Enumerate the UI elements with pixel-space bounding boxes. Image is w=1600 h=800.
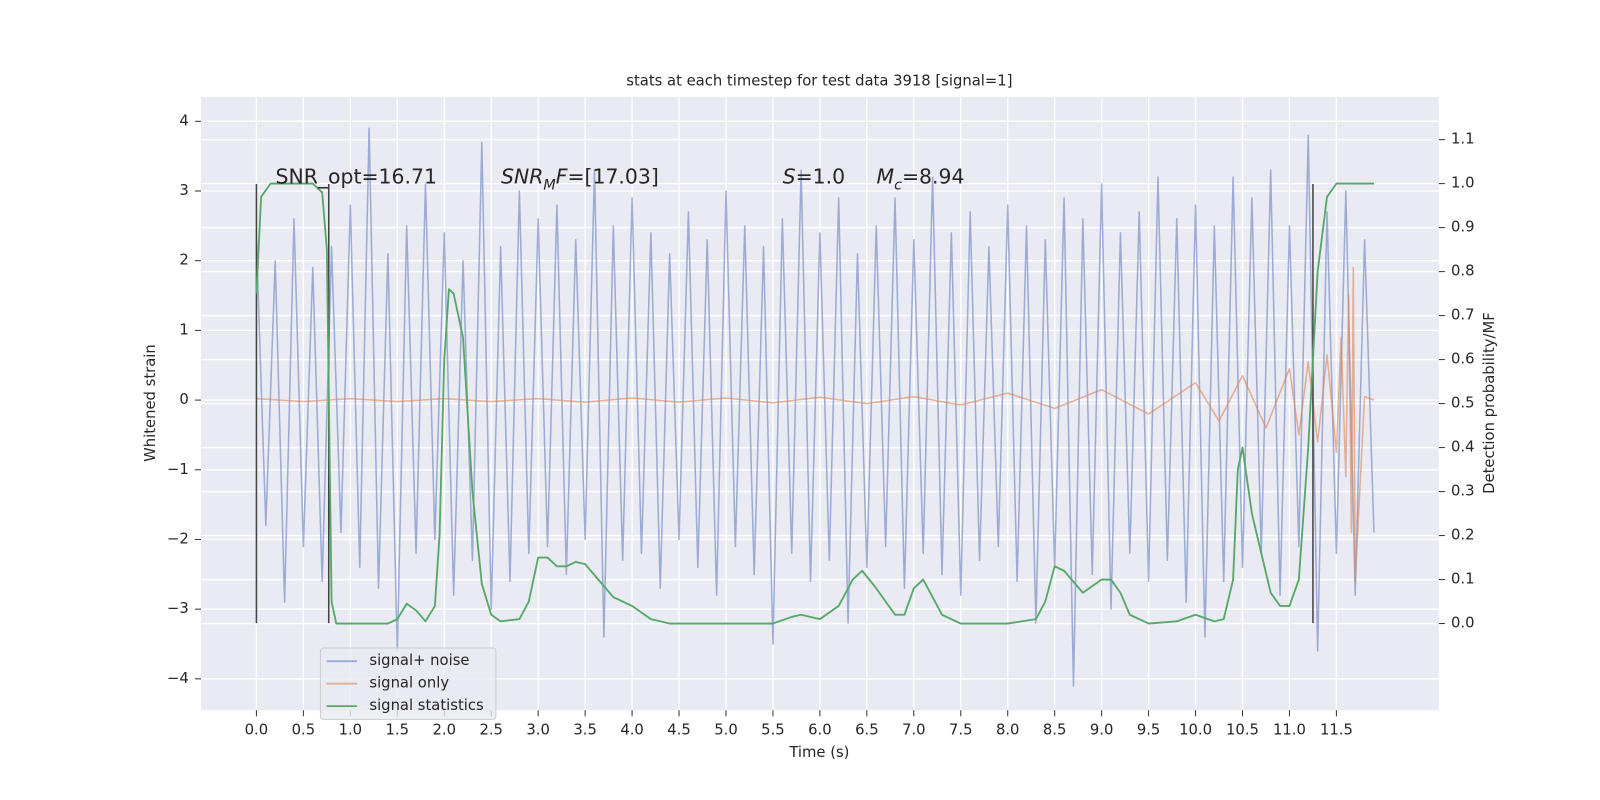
y2-tick-label: 0.5 <box>1451 395 1475 412</box>
y-tick-label: −4 <box>167 670 189 687</box>
y2-tick-label: 0.7 <box>1451 307 1475 324</box>
x-tick-label: 10.5 <box>1226 722 1259 739</box>
x-tick-label: 11.5 <box>1320 722 1353 739</box>
x-tick-label: 7.5 <box>949 722 973 739</box>
y-tick-label: 3 <box>179 182 188 199</box>
x-tick-label: 4.0 <box>620 722 644 739</box>
x-tick-label: 2.5 <box>479 722 503 739</box>
annotation-part: =1.0 <box>796 165 846 189</box>
x-tick-label: 6.5 <box>855 722 879 739</box>
legend-label: signal+ noise <box>369 652 469 669</box>
y2-axis-label: Detection probability/MF <box>1481 312 1498 494</box>
annotation: S=1.0 <box>783 165 845 189</box>
annotation-part: SNR_opt=16.71 <box>276 165 437 190</box>
legend-label: signal only <box>369 675 449 692</box>
y-tick-label: −1 <box>167 461 189 478</box>
annotation: Mc=8.94 <box>877 165 965 194</box>
y2-tick-label: 0.1 <box>1451 571 1475 588</box>
annotation-part: S <box>783 165 796 189</box>
x-axis-label: Time (s) <box>788 744 849 761</box>
y-axis-label: Whitened strain <box>142 344 159 462</box>
y-tick-label: 4 <box>179 112 188 129</box>
annotation: SNR_opt=16.71 <box>276 165 437 190</box>
x-tick-label: 1.5 <box>386 722 410 739</box>
y2-tick-label: 0.2 <box>1451 527 1475 544</box>
y-tick-label: 2 <box>179 252 188 269</box>
y2-tick-label: 1.0 <box>1451 175 1475 192</box>
annotation-part: M <box>877 165 895 189</box>
x-tick-label: 8.0 <box>996 722 1020 739</box>
y-tick-label: 1 <box>179 321 188 338</box>
y2-tick-label: 0.8 <box>1451 263 1475 280</box>
annotation-part: F <box>556 165 568 189</box>
y2-tick-label: 0.4 <box>1451 439 1475 456</box>
y-tick-label: −2 <box>167 530 189 547</box>
x-tick-label: 0.0 <box>245 722 269 739</box>
y2-tick-label: 1.1 <box>1451 131 1475 148</box>
annotation-part: =8.94 <box>902 165 965 189</box>
series-line <box>255 182 1374 625</box>
x-tick-label: 5.0 <box>714 722 738 739</box>
y-tick-label: −3 <box>167 600 189 617</box>
y2-tick-label: 0.6 <box>1451 351 1475 368</box>
x-tick-label: 7.0 <box>902 722 926 739</box>
series-line <box>255 127 1375 687</box>
x-tick-label: 10.0 <box>1179 722 1212 739</box>
x-tick-label: 11.0 <box>1273 722 1306 739</box>
x-tick-label: 6.0 <box>808 722 832 739</box>
annotation: SNRMF=[17.03] <box>501 165 659 194</box>
x-tick-label: 5.5 <box>761 722 785 739</box>
y2-tick-label: 0.0 <box>1451 615 1475 632</box>
series-line <box>256 266 1375 583</box>
x-tick-label: 3.5 <box>573 722 597 739</box>
y2-tick-label: 0.9 <box>1451 219 1475 236</box>
x-tick-label: 0.5 <box>292 722 316 739</box>
y-tick-label: 0 <box>179 391 188 408</box>
legend-label: signal statistics <box>369 697 483 714</box>
x-tick-label: 3.0 <box>526 722 550 739</box>
x-tick-label: 2.0 <box>432 722 456 739</box>
x-tick-label: 4.5 <box>667 722 691 739</box>
y2-tick-label: 0.3 <box>1451 483 1475 500</box>
legend-box <box>319 647 497 720</box>
annotation-part: SNR <box>501 165 543 189</box>
annotation-part: =[17.03] <box>567 165 658 189</box>
x-tick-label: 1.0 <box>339 722 363 739</box>
x-tick-label: 9.5 <box>1137 722 1161 739</box>
chart-title: stats at each timestep for test data 391… <box>626 73 1012 90</box>
annotation-part: c <box>894 178 902 194</box>
x-tick-label: 8.5 <box>1043 722 1067 739</box>
x-tick-label: 9.0 <box>1090 722 1114 739</box>
annotation-part: M <box>543 178 555 194</box>
